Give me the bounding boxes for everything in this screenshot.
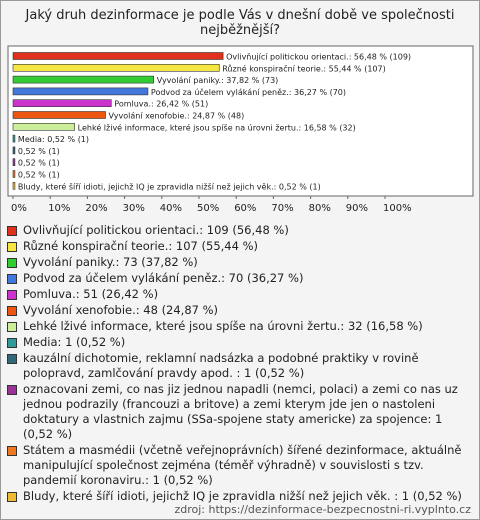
legend-item: oznacovani zemi, co nas jiz jednou napad… [7,382,473,442]
bar-label: Lehké lživé informace, které jsou spíše … [78,122,356,132]
source: zdroj: https://dezinformace-bezpecnostni… [174,503,471,516]
legend-label: Vyvolání paniky.: 73 (37,82 %) [23,255,198,269]
legend-label: Vyvolání xenofobie.: 48 (24,87 %) [23,303,219,317]
x-tick-label: 100% [383,203,412,214]
legend-label: Media: 1 (0,52 %) [23,335,126,349]
legend-swatch [7,385,17,395]
legend-swatch [7,492,17,502]
x-tick-label: 20% [85,203,107,214]
bar-label: 0,52 % (1) [18,147,60,156]
bar-label: 0,52 % (1) [18,171,60,180]
x-tick-label: 0% [11,203,27,214]
bar-label: Vyvolání paniky.: 37,82 % (73) [157,76,279,85]
legend-swatch [7,274,17,284]
bar [12,99,112,107]
legend-label: Ovlivňující politickou orientaci.: 109 (… [23,223,289,237]
legend-item: Vyvolání paniky.: 73 (37,82 %) [7,255,473,270]
legend-label: Různé konspirační teorie.: 107 (55,44 %) [23,239,259,253]
bar [12,75,154,84]
bar [12,170,16,178]
legend-item: Ovlivňující politickou orientaci.: 109 (… [7,223,473,238]
title-line: Jaký druh dezinformace je podle Vás v dn… [25,8,455,23]
legend-item: Pomluva.: 51 (26,42 %) [7,287,473,302]
legend-swatch [7,306,17,316]
bar [12,111,106,119]
bar [12,158,16,166]
legend-swatch [7,354,17,364]
x-tick-label: 50% [197,203,219,214]
bar [12,123,75,131]
legend-item: Bludy, které šíří idioti, jejichž IQ je … [7,489,473,504]
bar [12,182,16,190]
x-tick-label: 80% [309,203,331,214]
legend-item: Vyvolání xenofobie.: 48 (24,87 %) [7,303,473,318]
legend-item: Podvod za účelem vylákání peněz.: 70 (36… [7,271,473,286]
bar [12,52,224,60]
legend-swatch [7,258,17,268]
x-tick-label: 90% [346,203,368,214]
bar [12,87,149,96]
x-tick-label: 40% [160,203,182,214]
legend-label: oznacovani zemi, co nas jiz jednou napad… [23,382,458,441]
legend-swatch [7,290,17,300]
legend-label: Lehké lživé informace, které jsou spíše … [23,319,423,333]
legend-swatch [7,322,17,332]
bar-label: Různé konspirační teorie.: 55,44 % (107) [222,63,385,73]
x-tick-label: 10% [48,203,70,214]
legend-swatch [7,226,17,236]
legend-swatch [7,242,17,252]
bar [12,146,16,155]
legend-swatch [7,338,17,348]
legend-item: Media: 1 (0,52 %) [7,335,473,350]
legend-item: kauzální dichotomie, reklamní nadsázka a… [7,351,473,381]
legend-item: Lehké lživé informace, které jsou spíše … [7,319,473,334]
x-tick-label: 70% [271,203,293,214]
bar [12,134,16,143]
legend-item: Státem a masmédii (včetně veřejnoprávníc… [7,443,473,488]
bar-label: Pomluva.: 26,42 % (51) [114,100,208,109]
bar-label: 0,52 % (1) [18,159,60,168]
bar-label: Vyvolání xenofobie.: 24,87 % (48) [109,112,245,121]
legend: Ovlivňující politickou orientaci.: 109 (… [7,223,473,505]
x-tick-label: 60% [234,203,256,214]
bar-label: Ovlivňující politickou orientaci.: 56,48… [226,52,411,62]
legend-label: Podvod za účelem vylákání peněz.: 70 (36… [23,271,304,285]
chart-title: Jaký druh dezinformace je podle Vás v dn… [25,8,455,38]
x-tick-label: 30% [123,203,145,214]
chart: Jaký druh dezinformace je podle Vás v dn… [7,8,474,214]
bar-label: Bludy, které šíří idioti, jejichž IQ je … [18,181,321,191]
title-line: nejběžnější? [200,23,280,38]
legend-label: kauzální dichotomie, reklamní nadsázka a… [23,351,419,380]
legend-swatch [7,446,17,456]
bar [12,63,220,72]
bar-label: Podvod za účelem vylákání peněz.: 36,27 … [151,87,346,97]
legend-label: Pomluva.: 51 (26,42 %) [23,287,159,301]
bar-label: Media: 0,52 % (1) [18,135,89,144]
legend-label: Státem a masmédii (včetně veřejnoprávníc… [23,443,462,487]
legend-label: Bludy, které šíří idioti, jejichž IQ je … [23,489,462,503]
legend-item: Různé konspirační teorie.: 107 (55,44 %) [7,239,473,254]
